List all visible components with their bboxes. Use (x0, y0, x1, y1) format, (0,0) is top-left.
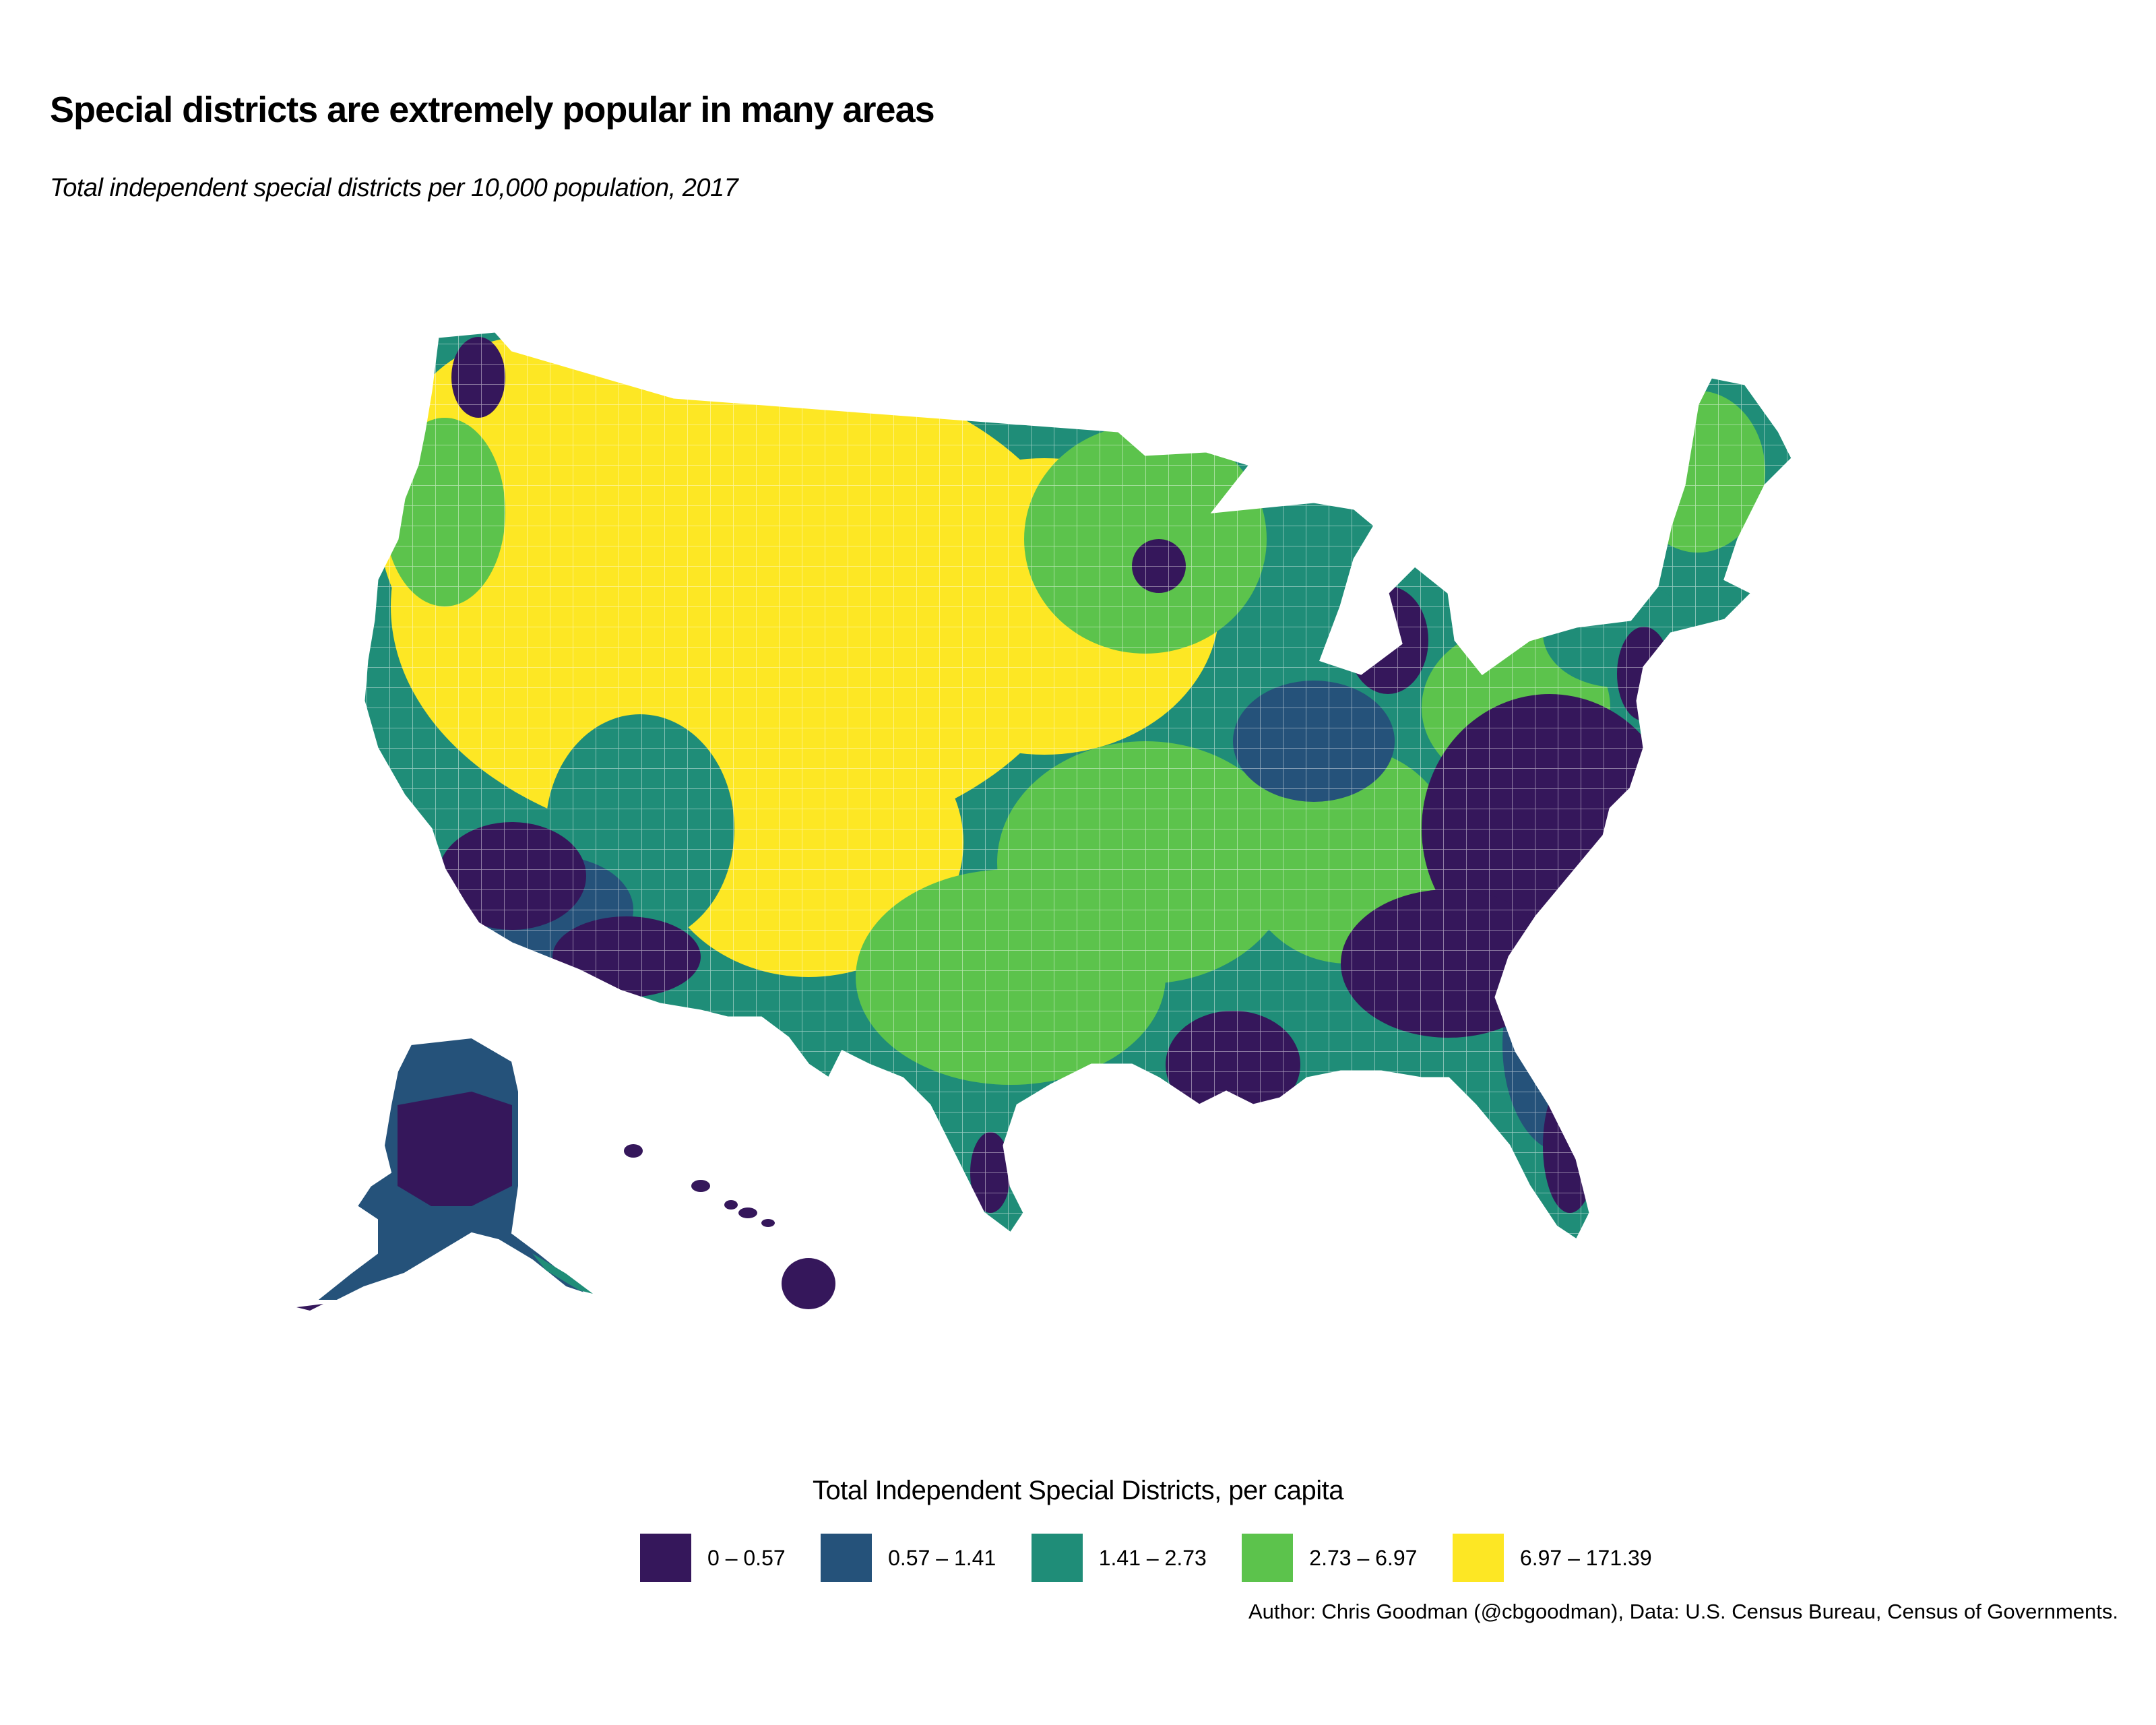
hawaii-island (761, 1219, 775, 1227)
legend-item: 0.57 – 1.41 (821, 1534, 996, 1582)
legend-label: 6.97 – 171.39 (1519, 1545, 1652, 1570)
legend-items: 0 – 0.57 0.57 – 1.41 1.41 – 2.73 2.73 – … (640, 1534, 1684, 1582)
hawaii-island (624, 1144, 643, 1158)
aleutian-islands (296, 1304, 323, 1311)
hawaii-island (724, 1200, 738, 1210)
alaska (296, 1036, 593, 1311)
legend-label: 0.57 – 1.41 (888, 1545, 996, 1570)
legend-title: Total Independent Special Districts, per… (812, 1476, 1344, 1505)
contiguous-us (362, 330, 1794, 1242)
legend-label: 2.73 – 6.97 (1309, 1545, 1418, 1570)
legend-label: 0 – 0.57 (707, 1545, 786, 1570)
county-grid (364, 332, 1792, 1240)
hawaii-island (691, 1180, 710, 1192)
legend-swatch (821, 1534, 873, 1582)
map-subtitle: Total independent special districts per … (50, 174, 738, 202)
legend-item: 6.97 – 171.39 (1452, 1534, 1652, 1582)
legend-swatch (1031, 1534, 1083, 1582)
legend-swatch (1242, 1534, 1294, 1582)
hawaii-island (738, 1208, 757, 1218)
alaska-interior (398, 1092, 512, 1206)
hawaii (624, 1144, 835, 1309)
legend-label: 1.41 – 2.73 (1098, 1545, 1207, 1570)
legend-item: 1.41 – 2.73 (1031, 1534, 1207, 1582)
source-caption: Author: Chris Goodman (@cbgoodman), Data… (1248, 1600, 2118, 1623)
hawaii-island (782, 1258, 835, 1309)
legend-item: 0 – 0.57 (640, 1534, 786, 1582)
legend-item: 2.73 – 6.97 (1242, 1534, 1417, 1582)
map-title: Special districts are extremely popular … (50, 90, 935, 130)
legend-swatch (1452, 1534, 1504, 1582)
legend-swatch (640, 1534, 691, 1582)
alaska-panhandle (532, 1253, 593, 1294)
conus-outline (362, 330, 1794, 1242)
